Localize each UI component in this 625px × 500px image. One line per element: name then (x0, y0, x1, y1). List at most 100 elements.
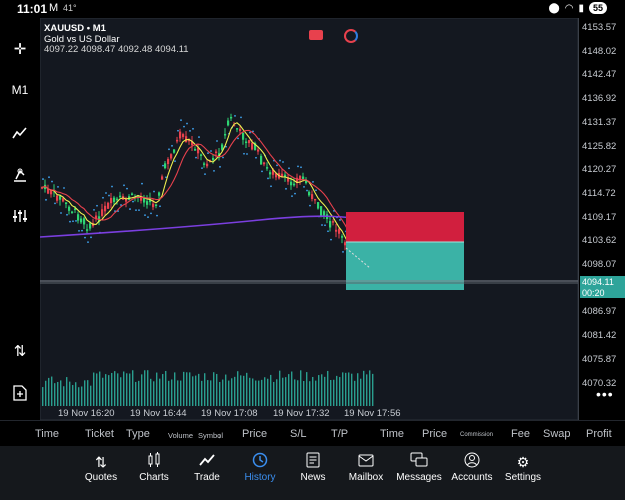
sar-dot (315, 189, 317, 192)
col-fee[interactable]: Fee (511, 428, 530, 440)
nav-label: Accounts (451, 472, 493, 483)
signal-quality-icon[interactable] (344, 29, 358, 43)
volume-bar (126, 373, 128, 406)
candle-body (74, 208, 77, 210)
nav-settings[interactable]: ⚙ Settings (493, 452, 553, 496)
candle-body (245, 141, 248, 144)
col-profit[interactable]: Profit (586, 428, 612, 440)
candle-body (320, 206, 323, 216)
sort-arrow-icon[interactable]: ↓ (218, 431, 222, 440)
col-volume[interactable]: Volume (168, 431, 194, 440)
candle-body (251, 142, 254, 150)
add-document-icon[interactable] (0, 378, 40, 408)
sar-dot (135, 209, 137, 212)
chart-settings-icon[interactable] (0, 201, 40, 231)
price-chart[interactable] (39, 17, 579, 421)
volume-bar (174, 372, 176, 406)
sar-dot (300, 166, 302, 169)
candle-body (221, 144, 224, 150)
candle-body (293, 183, 296, 186)
volume-bar (189, 372, 191, 406)
col-symbol[interactable]: Symbol (198, 431, 224, 440)
chart-frame (39, 17, 579, 421)
sar-dot (213, 170, 215, 172)
col-swap[interactable]: Swap (543, 428, 571, 440)
candle-body (248, 140, 251, 144)
candle-body (59, 195, 62, 200)
volume-bar (264, 377, 266, 406)
volume-bar (270, 374, 272, 406)
nav-news[interactable]: News (283, 452, 343, 496)
col-time[interactable]: Time (35, 428, 60, 440)
nav-label: Quotes (84, 472, 118, 483)
candle-body (224, 133, 227, 136)
more-options-icon[interactable]: ••• (596, 386, 614, 402)
objects-icon[interactable] (0, 160, 40, 190)
sar-dot (288, 167, 290, 170)
col-price[interactable]: Price (242, 428, 268, 440)
sar-dot (207, 152, 209, 154)
sar-dot (192, 127, 194, 130)
nav-label: Trade (194, 472, 220, 483)
candle-body (200, 154, 203, 156)
nav-accounts[interactable]: Accounts (442, 452, 502, 496)
volume-bar (297, 380, 299, 406)
col-sl[interactable]: S/L (290, 428, 307, 440)
volume-bar (45, 380, 47, 406)
sar-dot (219, 165, 221, 168)
price-tick-label: 4120.27 (582, 164, 617, 176)
col-tp[interactable]: T/P (331, 428, 349, 440)
volume-bar (162, 374, 164, 406)
nav-charts[interactable]: Charts (124, 452, 184, 496)
nav-messages[interactable]: Messages (389, 452, 449, 496)
nav-mailbox[interactable]: Mailbox (336, 452, 396, 496)
sar-dot (279, 159, 281, 162)
candle-body (311, 194, 314, 199)
sar-dot (75, 220, 77, 222)
sar-dot (225, 145, 227, 148)
nav-history[interactable]: History (230, 452, 290, 496)
long-moving-average (39, 215, 373, 238)
news-icon (283, 452, 343, 472)
volume-bar (111, 372, 113, 406)
one-click-trading-icon[interactable] (309, 30, 323, 40)
col-price-close[interactable]: Price (422, 428, 448, 440)
candle-body (215, 151, 218, 154)
candle-body (296, 177, 299, 183)
sar-dot (267, 177, 269, 180)
candle-body (47, 188, 50, 194)
col-ticket[interactable]: Ticket (85, 428, 114, 440)
trade-arrows-icon[interactable]: ⇅ (13, 343, 27, 360)
chart-ohlc: 4097.22 4098.47 4092.48 4094.11 (44, 44, 189, 55)
col-commission[interactable]: Commission (460, 432, 494, 438)
candle-body (242, 132, 245, 140)
chart-canvas[interactable] (39, 17, 579, 421)
sar-dot (324, 224, 326, 227)
sar-dot (45, 198, 47, 201)
sar-dot (210, 150, 212, 152)
sar-dot (183, 125, 185, 128)
crosshair-icon[interactable]: ✛ (13, 41, 27, 58)
timeframe-button[interactable]: M1 (11, 83, 29, 97)
volume-bar (249, 377, 251, 406)
sar-dot (312, 180, 314, 183)
volume-bar (336, 375, 338, 406)
candle-body (182, 134, 185, 138)
col-type[interactable]: Type (126, 428, 150, 440)
candle-body (194, 149, 197, 151)
indicators-icon[interactable] (0, 118, 40, 148)
sar-dot (51, 180, 53, 183)
col-time-close[interactable]: Time (380, 428, 405, 440)
volume-bar (276, 379, 278, 406)
nav-quotes[interactable]: ⇅ Quotes (71, 452, 131, 496)
sar-dot (306, 189, 308, 192)
sar-dot (96, 204, 98, 207)
candle-body (236, 128, 239, 130)
candle-body (269, 172, 272, 175)
price-tick-label: 4148.02 (582, 45, 617, 57)
sar-dot (255, 156, 257, 159)
sar-dot (180, 119, 182, 122)
candle-body (95, 215, 98, 220)
candle-body (308, 191, 311, 196)
nav-trade[interactable]: Trade (177, 452, 237, 496)
